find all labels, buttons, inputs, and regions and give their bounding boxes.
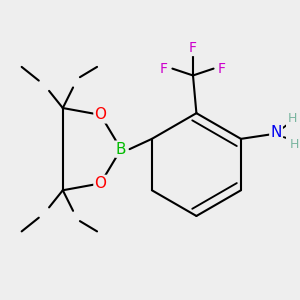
Text: O: O bbox=[94, 176, 106, 191]
Text: F: F bbox=[189, 41, 197, 55]
Text: O: O bbox=[94, 107, 106, 122]
Text: H: H bbox=[290, 137, 299, 151]
Text: N: N bbox=[270, 125, 282, 140]
Text: B: B bbox=[116, 142, 126, 157]
Text: F: F bbox=[218, 61, 226, 76]
Text: H: H bbox=[288, 112, 297, 125]
Text: F: F bbox=[160, 61, 168, 76]
